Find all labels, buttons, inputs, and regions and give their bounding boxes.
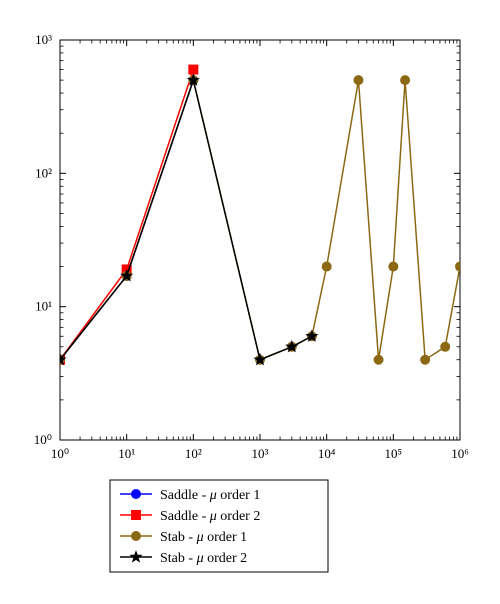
x-tick-label: 10³: [252, 446, 269, 461]
legend: Saddle - μ order 1 Saddle - μ order 2 Stab…: [110, 480, 328, 572]
x-tick-label: 10⁴: [318, 446, 336, 461]
legend-label: Saddle - μ order 2: [160, 509, 260, 524]
line-chart: 10⁰ 10¹ 10² 10³ 10⁴ 10⁵ 10⁶ 10⁰ 10¹ 10² 10³ Saddle …: [0, 0, 500, 604]
legend-label: Saddle - μ order 1: [160, 488, 260, 503]
y-tick-label: 10³: [35, 32, 52, 47]
y-tick-label: 10¹: [35, 299, 52, 314]
x-tick-label: 10²: [185, 446, 202, 461]
x-tick-label: 10¹: [118, 446, 135, 461]
chart-container: 10⁰ 10¹ 10² 10³ 10⁴ 10⁵ 10⁶ 10⁰ 10¹ 10² 10³ Saddle …: [0, 0, 500, 604]
legend-label: Stab - μ order 1: [160, 530, 247, 545]
x-tick-label: 10⁰: [51, 446, 69, 461]
y-tick-label: 10²: [35, 165, 52, 180]
x-tick-label: 10⁶: [451, 446, 469, 461]
y-tick-label: 10⁰: [34, 432, 52, 447]
legend-label: Stab - μ order 2: [160, 551, 247, 566]
x-tick-label: 10⁵: [385, 446, 403, 461]
